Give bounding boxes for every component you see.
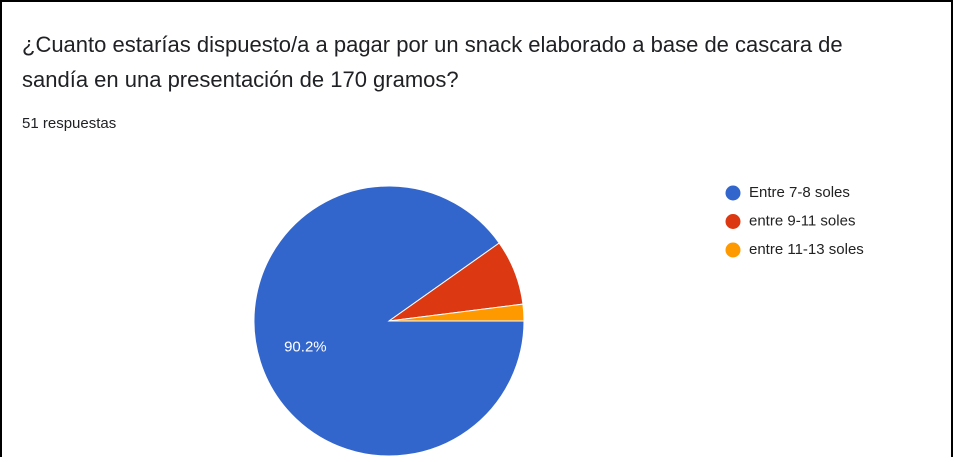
legend: Entre 7-8 soles entre 9-11 soles entre 11-… [725,184,864,258]
chart-title: ¿Cuanto estarías dispuesto/a a pagar por… [22,32,843,57]
legend-label: Entre 7-8 soles [749,184,850,201]
legend-label: entre 9-11 soles [749,212,855,229]
legend-label: entre 11-13 soles [749,241,864,258]
chart-subtitle: 51 respuestas [22,115,116,132]
legend-swatch [725,185,741,201]
chart-title: sandía en una presentación de 170 gramos… [22,67,459,92]
pie-slice [388,303,525,322]
pie: 90.2% [253,185,525,457]
legend-swatch [725,214,741,229]
legend-swatch [725,242,741,258]
slice-label: 90.2% [284,339,327,356]
